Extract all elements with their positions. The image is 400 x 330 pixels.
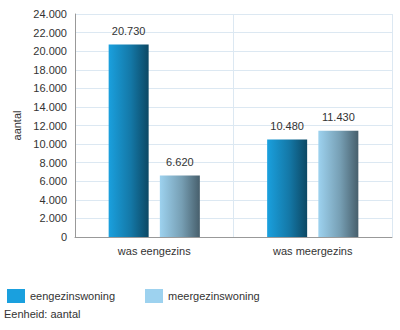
svg-text:12.000: 12.000	[33, 120, 67, 132]
svg-text:was eengezins: was eengezins	[117, 245, 191, 257]
svg-text:10.000: 10.000	[33, 138, 67, 150]
svg-text:24.000: 24.000	[33, 8, 67, 20]
svg-text:Eenheid: aantal: Eenheid: aantal	[4, 308, 80, 320]
svg-text:eengezinswoning: eengezinswoning	[30, 290, 115, 302]
svg-text:2.000: 2.000	[39, 212, 67, 224]
svg-text:aantal: aantal	[11, 111, 23, 141]
svg-text:6.620: 6.620	[166, 156, 194, 168]
svg-text:20.000: 20.000	[33, 45, 67, 57]
svg-text:0: 0	[61, 231, 67, 243]
svg-text:8.000: 8.000	[39, 157, 67, 169]
svg-text:was meergezins: was meergezins	[272, 245, 353, 257]
svg-text:20.730: 20.730	[112, 25, 146, 37]
svg-text:4.000: 4.000	[39, 194, 67, 206]
svg-text:18.000: 18.000	[33, 64, 67, 76]
svg-text:11.430: 11.430	[322, 111, 355, 123]
svg-text:22.000: 22.000	[33, 27, 67, 39]
svg-text:10.480: 10.480	[270, 120, 304, 132]
svg-text:16.000: 16.000	[33, 82, 67, 94]
svg-text:6.000: 6.000	[39, 175, 67, 187]
svg-text:meergezinswoning: meergezinswoning	[168, 290, 260, 302]
svg-text:14.000: 14.000	[33, 101, 67, 113]
